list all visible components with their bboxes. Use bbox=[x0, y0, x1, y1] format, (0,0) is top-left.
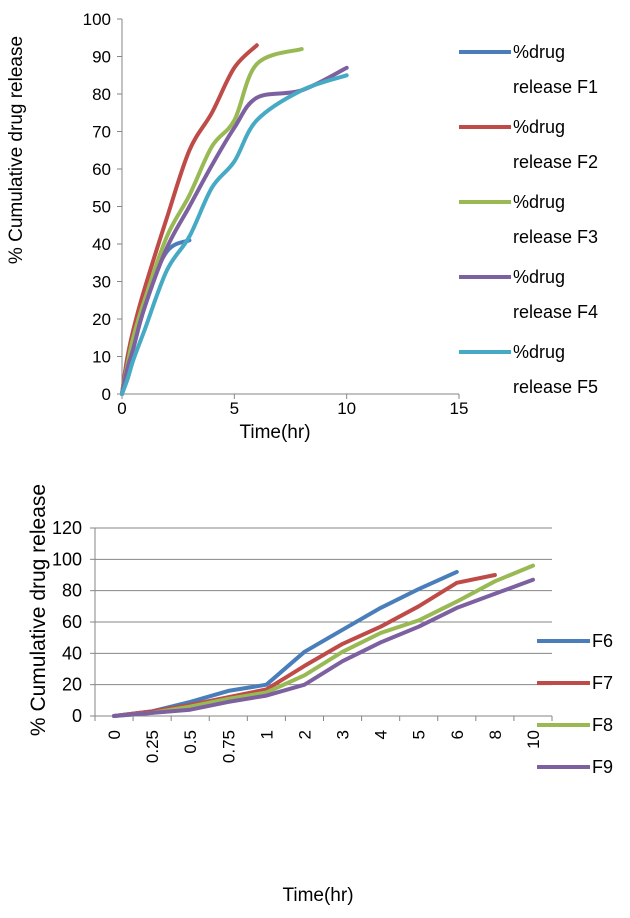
chart-2-y-tick-label: 100 bbox=[52, 549, 82, 569]
chart-1-y-tick-label: 100 bbox=[83, 10, 111, 29]
chart-1-legend-label-5: %drug release F5 bbox=[513, 342, 598, 397]
chart-1-series-3-line bbox=[120, 47, 304, 396]
chart-2-x-tick-label: 10 bbox=[524, 730, 543, 749]
chart-1-y-tick-label: 20 bbox=[92, 310, 111, 329]
chart-1-y-tick-label: 90 bbox=[92, 48, 111, 67]
chart-2-series-3-line bbox=[112, 563, 535, 718]
chart-2-x-tick-label: 6 bbox=[448, 730, 467, 739]
chart-2-legend-label-1: F6 bbox=[592, 631, 613, 651]
chart-1-legend: %drug release F1 %drug release F2 %drug relea… bbox=[459, 42, 598, 397]
chart-2-y-axis-label-text: % Cumulative drug release bbox=[27, 484, 50, 736]
chart-2-x-tick-label: 0.5 bbox=[181, 730, 200, 754]
chart-2-x-tick-label: 2 bbox=[295, 730, 314, 739]
chart-2-x-axis-label: Time(hr) bbox=[282, 885, 353, 906]
chart-2-y-tick-label: 80 bbox=[62, 581, 82, 601]
chart-2-x-tick-label: 4 bbox=[372, 730, 391, 739]
chart-1-x-tick-label: 0 bbox=[117, 399, 126, 418]
chart-1-y-tick-label: 80 bbox=[92, 85, 111, 104]
chart-2-series-4-line bbox=[112, 577, 535, 718]
chart-1-axes: 0 10 20 30 40 50 60 70 80 90 100 0 5 10 15 bbox=[83, 10, 469, 418]
chart-1: 0 10 20 30 40 50 60 70 80 90 100 0 5 10 15 %drug releas… bbox=[6, 10, 598, 443]
chart-1-y-tick-label: 0 bbox=[102, 385, 111, 404]
chart-2-gridlines bbox=[95, 527, 552, 686]
chart-1-series-lines bbox=[120, 43, 349, 396]
chart-2-x-tick-label: 0.25 bbox=[143, 730, 162, 763]
chart-2-x-tick-label: 0.75 bbox=[219, 730, 238, 763]
chart-1-y-tick-label: 10 bbox=[92, 348, 111, 367]
chart-2-x-tick-label: 3 bbox=[334, 730, 353, 739]
chart-2-y-tick-label: 20 bbox=[62, 675, 82, 695]
chart-1-y-tick-label: 40 bbox=[92, 235, 111, 254]
chart-2-series-1-line bbox=[112, 569, 459, 718]
chart-1-x-tick-label: 5 bbox=[230, 399, 239, 418]
chart-2-y-tick-label: 40 bbox=[62, 643, 82, 663]
chart-2-legend-label-4: F9 bbox=[592, 757, 613, 777]
chart-1-legend-label-4: %drug release F4 bbox=[513, 267, 598, 322]
chart-1-y-tick-label: 50 bbox=[92, 198, 111, 217]
chart-2-series-2-line bbox=[112, 573, 497, 718]
chart-1-series-4-line bbox=[120, 65, 349, 396]
chart-1-y-axis-label-text: % Cumulative drug release bbox=[6, 36, 27, 264]
chart-1-y-tick-label: 60 bbox=[92, 160, 111, 179]
chart-2-x-tick-label: 5 bbox=[410, 730, 429, 739]
chart-2-axes: 0 20 40 60 80 100 120 0 0.25 0.5 0.75 1 2 3 4 5 6 8 10 bbox=[52, 518, 553, 763]
chart-1-x-tick-label: 15 bbox=[450, 399, 469, 418]
chart-2-y-tick-label: 0 bbox=[72, 706, 82, 726]
chart-1-legend-label-1: %drug release F1 bbox=[513, 42, 598, 97]
chart-2-legend: F6 F7 F8 F9 bbox=[537, 631, 613, 777]
chart-2-x-tick-label: 0 bbox=[105, 730, 124, 739]
chart-2-x-tick-label: 1 bbox=[257, 730, 276, 739]
chart-1-legend-label-3: %drug release F3 bbox=[513, 192, 598, 247]
chart-1-x-tick-label: 10 bbox=[337, 399, 356, 418]
chart-1-y-axis-label: % Cumulative drug release bbox=[6, 36, 27, 264]
chart-1-legend-label-2: %drug release F2 bbox=[513, 117, 598, 172]
chart-2-legend-label-3: F8 bbox=[592, 715, 613, 735]
chart-2-y-tick-label: 120 bbox=[52, 518, 82, 538]
chart-2-x-tick-label: 8 bbox=[486, 730, 505, 739]
chart-2-y-axis-label: % Cumulative drug release bbox=[27, 484, 50, 736]
chart-1-y-tick-label: 30 bbox=[92, 273, 111, 292]
chart-2-y-tick-label: 60 bbox=[62, 612, 82, 632]
chart-1-y-tick-label: 70 bbox=[92, 123, 111, 142]
chart-1-x-axis-label: Time(hr) bbox=[239, 422, 310, 443]
chart-1-series-5-line bbox=[120, 73, 349, 396]
chart-2-series-lines bbox=[112, 563, 535, 718]
chart-2-legend-label-2: F7 bbox=[592, 673, 613, 693]
